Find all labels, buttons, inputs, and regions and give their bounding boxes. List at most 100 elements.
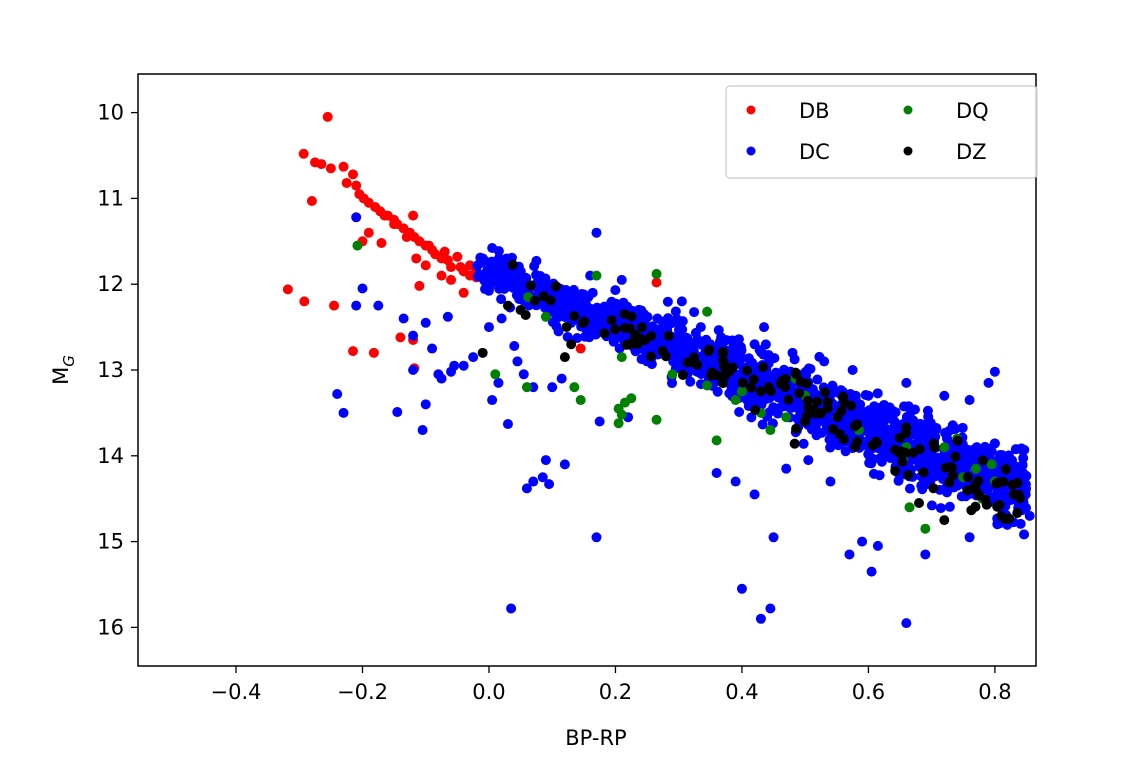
data-point-dc bbox=[901, 377, 912, 388]
data-point-db bbox=[325, 163, 336, 174]
data-point-dc bbox=[1019, 529, 1030, 540]
data-point-dz bbox=[914, 497, 925, 508]
data-point-dq bbox=[591, 270, 602, 281]
data-point-dc bbox=[825, 442, 836, 453]
data-point-dc bbox=[803, 455, 814, 466]
data-point-db bbox=[446, 274, 457, 285]
data-point-dc bbox=[879, 447, 890, 458]
data-point-dc bbox=[850, 390, 861, 401]
y-tick-label: 14 bbox=[97, 444, 124, 468]
data-point-dq bbox=[616, 409, 627, 420]
data-point-dc bbox=[812, 374, 823, 385]
data-point-dq bbox=[781, 412, 792, 423]
data-point-dz bbox=[750, 405, 761, 416]
data-point-dz bbox=[507, 259, 518, 270]
data-point-dz bbox=[780, 382, 791, 393]
data-point-dc bbox=[695, 339, 706, 350]
data-point-dc bbox=[932, 464, 943, 475]
data-point-dc bbox=[768, 532, 779, 543]
data-point-dc bbox=[759, 322, 770, 333]
x-tick-label: 0.4 bbox=[725, 680, 758, 704]
data-point-dz bbox=[939, 515, 950, 526]
data-point-dc bbox=[786, 402, 797, 413]
data-point-dq bbox=[702, 306, 713, 317]
data-point-dc bbox=[955, 444, 966, 455]
data-point-dc bbox=[743, 353, 754, 364]
legend-marker-dq bbox=[903, 105, 913, 115]
data-point-dz bbox=[477, 347, 488, 358]
data-point-dc bbox=[989, 438, 1000, 449]
data-point-dq bbox=[765, 425, 776, 436]
data-point-db bbox=[351, 180, 362, 191]
data-point-dc bbox=[493, 246, 504, 257]
data-point-dc bbox=[708, 356, 719, 367]
data-point-dc bbox=[528, 476, 539, 487]
data-point-dc bbox=[964, 395, 975, 406]
data-point-dz bbox=[1007, 479, 1018, 490]
data-point-dc bbox=[983, 377, 994, 388]
series-dz bbox=[477, 259, 1026, 526]
data-point-dq bbox=[702, 380, 713, 391]
data-point-dz bbox=[962, 485, 973, 496]
data-point-dz bbox=[692, 359, 703, 370]
data-point-dz bbox=[894, 447, 905, 458]
data-point-db bbox=[651, 277, 662, 288]
data-point-dc bbox=[512, 356, 523, 367]
data-point-dz bbox=[890, 465, 901, 476]
x-tick-label: 0.0 bbox=[472, 680, 505, 704]
data-point-db bbox=[348, 346, 359, 357]
data-point-dc bbox=[449, 360, 460, 371]
data-point-dc bbox=[963, 444, 974, 455]
x-tick-label: −0.2 bbox=[337, 680, 388, 704]
data-point-dz bbox=[977, 455, 988, 466]
data-point-dq bbox=[613, 418, 624, 429]
data-point-dc bbox=[868, 468, 879, 479]
data-point-dc bbox=[755, 613, 766, 624]
data-point-dc bbox=[884, 402, 895, 413]
data-point-dc bbox=[892, 421, 903, 432]
data-point-dc bbox=[338, 407, 349, 418]
x-axis-ticks: −0.4 −0.2 0.0 0.2 0.4 0.6 0.8 bbox=[211, 666, 1012, 704]
data-point-dc bbox=[757, 419, 768, 430]
data-point-db bbox=[316, 159, 327, 170]
data-point-dc bbox=[803, 363, 814, 374]
data-point-dc bbox=[676, 296, 687, 307]
legend-marker-dz bbox=[903, 146, 913, 156]
x-tick-label: 0.2 bbox=[599, 680, 632, 704]
data-point-dc bbox=[899, 401, 910, 412]
data-point-dc bbox=[689, 307, 700, 318]
data-point-dc bbox=[616, 274, 627, 285]
data-point-dz bbox=[545, 295, 556, 306]
data-point-dc bbox=[568, 284, 579, 295]
data-point-dc bbox=[351, 212, 362, 223]
data-point-dc bbox=[904, 483, 915, 494]
data-point-dc bbox=[502, 419, 513, 430]
data-point-dc bbox=[758, 349, 769, 360]
data-point-dc bbox=[1024, 510, 1035, 521]
data-point-dc bbox=[734, 406, 745, 417]
data-point-dc bbox=[957, 422, 968, 433]
data-point-dc bbox=[603, 300, 614, 311]
data-point-dz bbox=[795, 376, 806, 387]
data-point-dc bbox=[742, 394, 753, 405]
data-point-dc bbox=[920, 549, 931, 560]
data-point-dc bbox=[584, 332, 595, 343]
data-point-dz bbox=[719, 361, 730, 372]
data-point-dc bbox=[798, 438, 809, 449]
data-point-dz bbox=[808, 404, 819, 415]
data-point-dc bbox=[736, 583, 747, 594]
data-point-dz bbox=[822, 396, 833, 407]
data-point-dc bbox=[668, 356, 679, 367]
data-point-dc bbox=[959, 456, 970, 467]
data-point-dz bbox=[630, 330, 641, 341]
data-point-dc bbox=[408, 330, 419, 341]
data-point-dz bbox=[551, 281, 562, 292]
data-point-db bbox=[341, 177, 352, 188]
data-point-dz bbox=[918, 467, 929, 478]
data-point-dc bbox=[468, 352, 479, 363]
data-point-dc bbox=[917, 419, 928, 430]
data-point-dc bbox=[926, 500, 937, 511]
data-point-dz bbox=[718, 348, 729, 359]
data-point-dq bbox=[939, 442, 950, 453]
y-tick-label: 13 bbox=[97, 358, 124, 382]
